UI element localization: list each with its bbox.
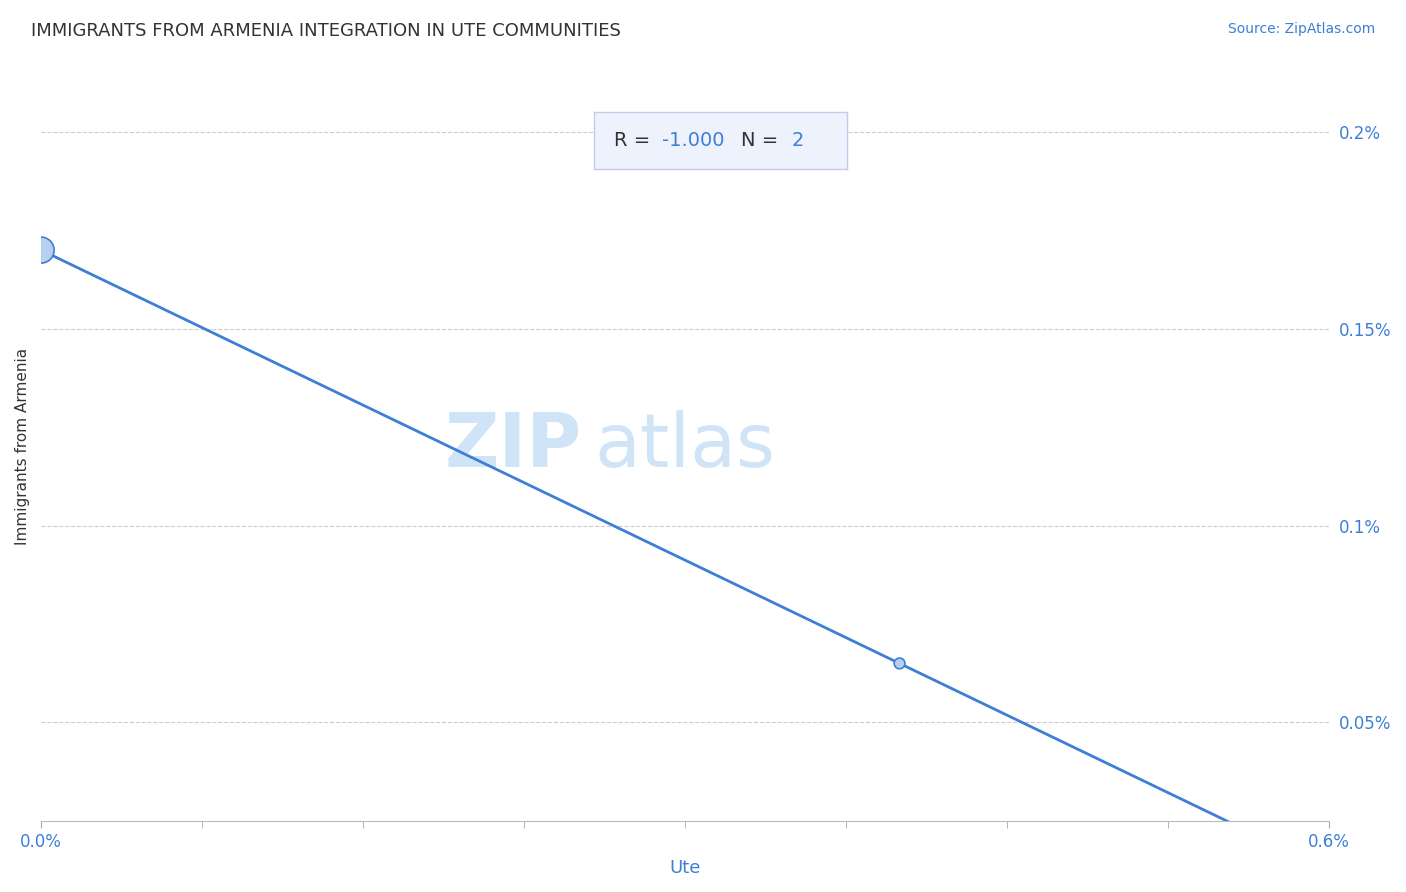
Y-axis label: Immigrants from Armenia: Immigrants from Armenia xyxy=(15,349,30,546)
Point xyxy=(889,657,911,671)
Text: R =: R = xyxy=(614,131,657,150)
Point xyxy=(30,243,52,257)
Text: IMMIGRANTS FROM ARMENIA INTEGRATION IN UTE COMMUNITIES: IMMIGRANTS FROM ARMENIA INTEGRATION IN U… xyxy=(31,22,621,40)
Text: atlas: atlas xyxy=(595,410,776,483)
Text: -1.000: -1.000 xyxy=(662,131,725,150)
X-axis label: Ute: Ute xyxy=(669,859,700,877)
Text: N =: N = xyxy=(741,131,785,150)
Text: 2: 2 xyxy=(792,131,804,150)
Text: Source: ZipAtlas.com: Source: ZipAtlas.com xyxy=(1227,22,1375,37)
Text: ZIP: ZIP xyxy=(444,410,582,483)
